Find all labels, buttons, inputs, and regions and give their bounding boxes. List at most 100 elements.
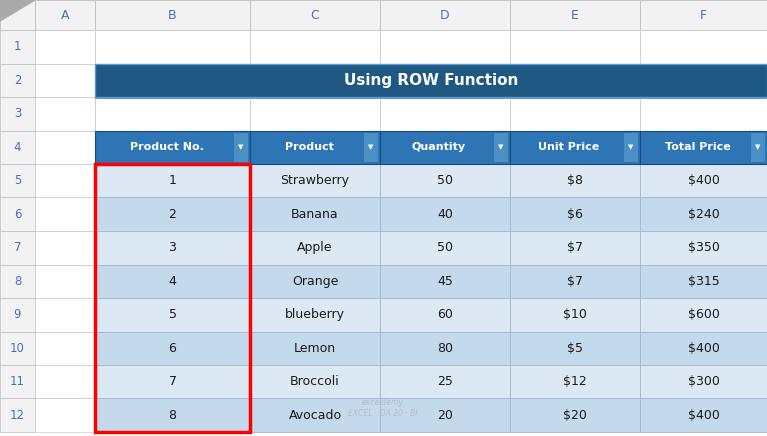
Bar	[95, 130, 250, 164]
Bar	[640, 265, 767, 298]
Text: $400: $400	[687, 174, 719, 187]
Bar	[510, 365, 640, 399]
Text: D: D	[440, 8, 449, 21]
Bar	[35, 298, 95, 331]
Bar	[380, 399, 510, 432]
Bar	[234, 133, 248, 162]
Bar	[510, 399, 640, 432]
Bar	[35, 399, 95, 432]
Bar	[95, 64, 250, 97]
Bar	[250, 0, 380, 30]
Bar	[380, 130, 510, 164]
Bar	[510, 331, 640, 365]
Bar	[380, 231, 510, 265]
Bar	[0, 130, 35, 164]
Bar	[250, 97, 380, 130]
Text: 11: 11	[10, 375, 25, 388]
Text: 7: 7	[169, 375, 176, 388]
Bar	[510, 231, 640, 265]
Bar	[640, 365, 767, 399]
Bar	[35, 331, 95, 365]
Bar	[250, 399, 380, 432]
Bar	[0, 198, 35, 231]
Bar	[510, 365, 640, 399]
Bar	[0, 0, 35, 30]
Text: 50: 50	[437, 241, 453, 254]
Text: $5: $5	[567, 342, 583, 355]
Text: 3: 3	[14, 107, 21, 120]
Bar	[640, 64, 767, 97]
Bar	[0, 331, 35, 365]
Text: $400: $400	[687, 342, 719, 355]
Bar	[95, 231, 250, 265]
Bar	[380, 298, 510, 331]
Bar	[0, 30, 35, 64]
Bar	[510, 64, 640, 97]
Text: $7: $7	[567, 275, 583, 288]
Bar	[380, 130, 510, 164]
Bar	[95, 30, 250, 64]
Bar	[95, 365, 250, 399]
Text: ▼: ▼	[239, 144, 244, 150]
Bar	[510, 164, 640, 198]
Bar	[640, 130, 767, 164]
Bar	[640, 97, 767, 130]
Bar	[250, 231, 380, 265]
Bar	[640, 231, 767, 265]
Text: $8: $8	[567, 174, 583, 187]
Text: $7: $7	[567, 241, 583, 254]
Bar	[95, 331, 250, 365]
Bar	[95, 0, 250, 30]
Bar	[380, 265, 510, 298]
Bar	[95, 298, 250, 331]
Bar	[640, 198, 767, 231]
Bar	[640, 0, 767, 30]
Bar	[95, 164, 250, 198]
Bar	[95, 97, 250, 130]
Bar	[0, 64, 35, 97]
Bar	[250, 130, 380, 164]
Bar	[751, 133, 765, 162]
Text: Using ROW Function: Using ROW Function	[344, 73, 518, 88]
Bar	[364, 133, 378, 162]
Bar	[0, 231, 35, 265]
Text: blueberry: blueberry	[285, 308, 345, 321]
Text: 6: 6	[14, 208, 21, 221]
Bar	[250, 365, 380, 399]
Bar	[380, 97, 510, 130]
Bar	[380, 298, 510, 331]
Bar	[380, 64, 510, 97]
Bar	[640, 164, 767, 198]
Bar	[510, 265, 640, 298]
Bar	[510, 331, 640, 365]
Bar	[510, 130, 640, 164]
Text: C: C	[311, 8, 319, 21]
Bar	[35, 164, 95, 198]
Bar	[380, 399, 510, 432]
Text: 8: 8	[14, 275, 21, 288]
Text: 4: 4	[169, 275, 176, 288]
Bar	[95, 265, 250, 298]
Bar	[250, 331, 380, 365]
Bar	[380, 265, 510, 298]
Bar	[95, 164, 250, 432]
Bar	[640, 399, 767, 432]
Text: 5: 5	[169, 308, 176, 321]
Bar	[250, 365, 380, 399]
Bar	[510, 298, 640, 331]
Text: Orange: Orange	[291, 275, 338, 288]
Text: ▼: ▼	[368, 144, 374, 150]
Bar	[95, 298, 250, 331]
Bar	[250, 130, 380, 164]
Bar	[95, 231, 250, 265]
Text: F: F	[700, 8, 707, 21]
Text: Banana: Banana	[291, 208, 339, 221]
Bar	[380, 231, 510, 265]
Text: 10: 10	[10, 342, 25, 355]
Bar	[510, 0, 640, 30]
Text: 5: 5	[14, 174, 21, 187]
Bar	[95, 64, 767, 97]
Bar	[640, 30, 767, 64]
Bar	[380, 365, 510, 399]
Bar	[250, 399, 380, 432]
